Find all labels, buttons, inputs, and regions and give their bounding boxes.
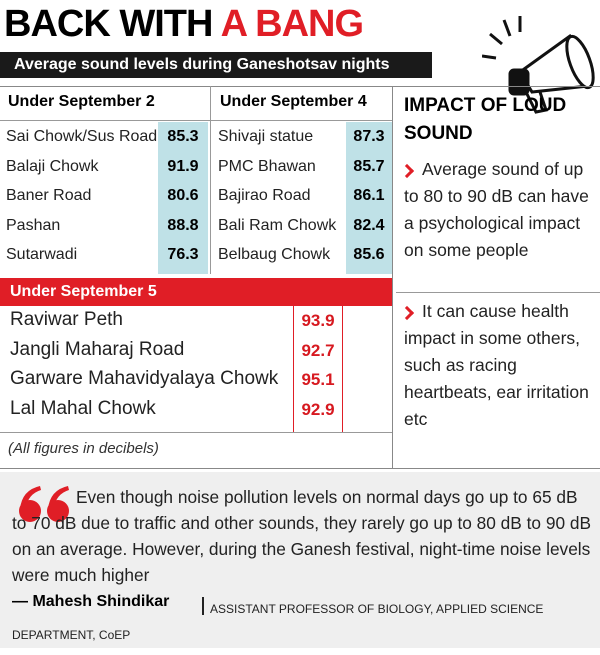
level: 76.3 [167, 246, 199, 263]
note: (All figures in decibels) [8, 440, 159, 457]
level: 95.1 [301, 370, 335, 389]
section-heading: Under September 2 [8, 93, 155, 110]
place: Bajirao Road [218, 187, 311, 204]
title-text: BACK WITH [4, 3, 213, 45]
section-bar [0, 278, 392, 306]
impact-point: It can cause health impact in some other… [404, 301, 589, 429]
divider [342, 306, 343, 432]
divider [210, 86, 211, 274]
place: PMC Bhawan [218, 157, 316, 175]
place: Bali Ram Chowk [218, 216, 337, 234]
section-heading: Under September 5 [10, 283, 157, 300]
divider [293, 306, 294, 432]
level: 86.1 [353, 187, 385, 204]
subtitle: Average sound levels during Ganeshotsav … [0, 52, 432, 78]
place: Shivaji statue [218, 128, 314, 145]
impact-heading: IMPACT OF LOUD SOUND [404, 95, 567, 144]
level: 88.8 [167, 216, 199, 234]
affiliation: ASSISTANT PROFESSOR OF BIOLOGY, APPLIED … [12, 602, 544, 642]
quote-text: Even though noise pollution levels on no… [12, 487, 591, 585]
place: Pashan [6, 216, 61, 234]
title-highlight: A BANG [220, 3, 364, 45]
rule [0, 432, 392, 433]
value-column [158, 122, 208, 274]
divider [392, 86, 393, 468]
megaphone-icon [482, 16, 595, 114]
author: — Mahesh Shindikar [12, 593, 170, 610]
place: Belbaug Chowk [218, 246, 331, 263]
impact-point: Average sound of up to 80 to 90 dB can h… [404, 159, 589, 260]
place: Garware Mahavidyalaya Chowk [10, 368, 279, 389]
place: Lal Mahal Chowk [10, 397, 156, 419]
rule [0, 120, 392, 121]
level: 85.6 [353, 246, 385, 263]
place: Sai Chowk/Sus Road [6, 128, 158, 145]
level: 93.9 [301, 311, 335, 330]
rule [0, 86, 600, 87]
section-heading: Under September 4 [220, 93, 367, 110]
place: Raviwar Peth [10, 309, 123, 330]
place: Sutarwadi [6, 246, 78, 263]
place: Jangli Maharaj Road [10, 338, 185, 360]
rule [396, 292, 600, 293]
rule [0, 468, 600, 469]
level: 82.4 [353, 216, 385, 234]
level: 87.3 [353, 128, 385, 145]
level: 91.9 [167, 157, 199, 175]
level: 85.3 [167, 128, 199, 145]
quote-mark [19, 486, 69, 522]
level: 80.6 [167, 187, 199, 204]
title: BACK WITH A BANG [4, 2, 364, 46]
place: Balaji Chowk [6, 157, 99, 175]
level: 92.7 [301, 340, 335, 360]
separator [202, 597, 204, 615]
level: 85.7 [353, 157, 385, 175]
place: Baner Road [6, 187, 92, 204]
quote-box [0, 472, 600, 648]
value-column [346, 122, 392, 274]
level: 92.9 [301, 399, 335, 419]
